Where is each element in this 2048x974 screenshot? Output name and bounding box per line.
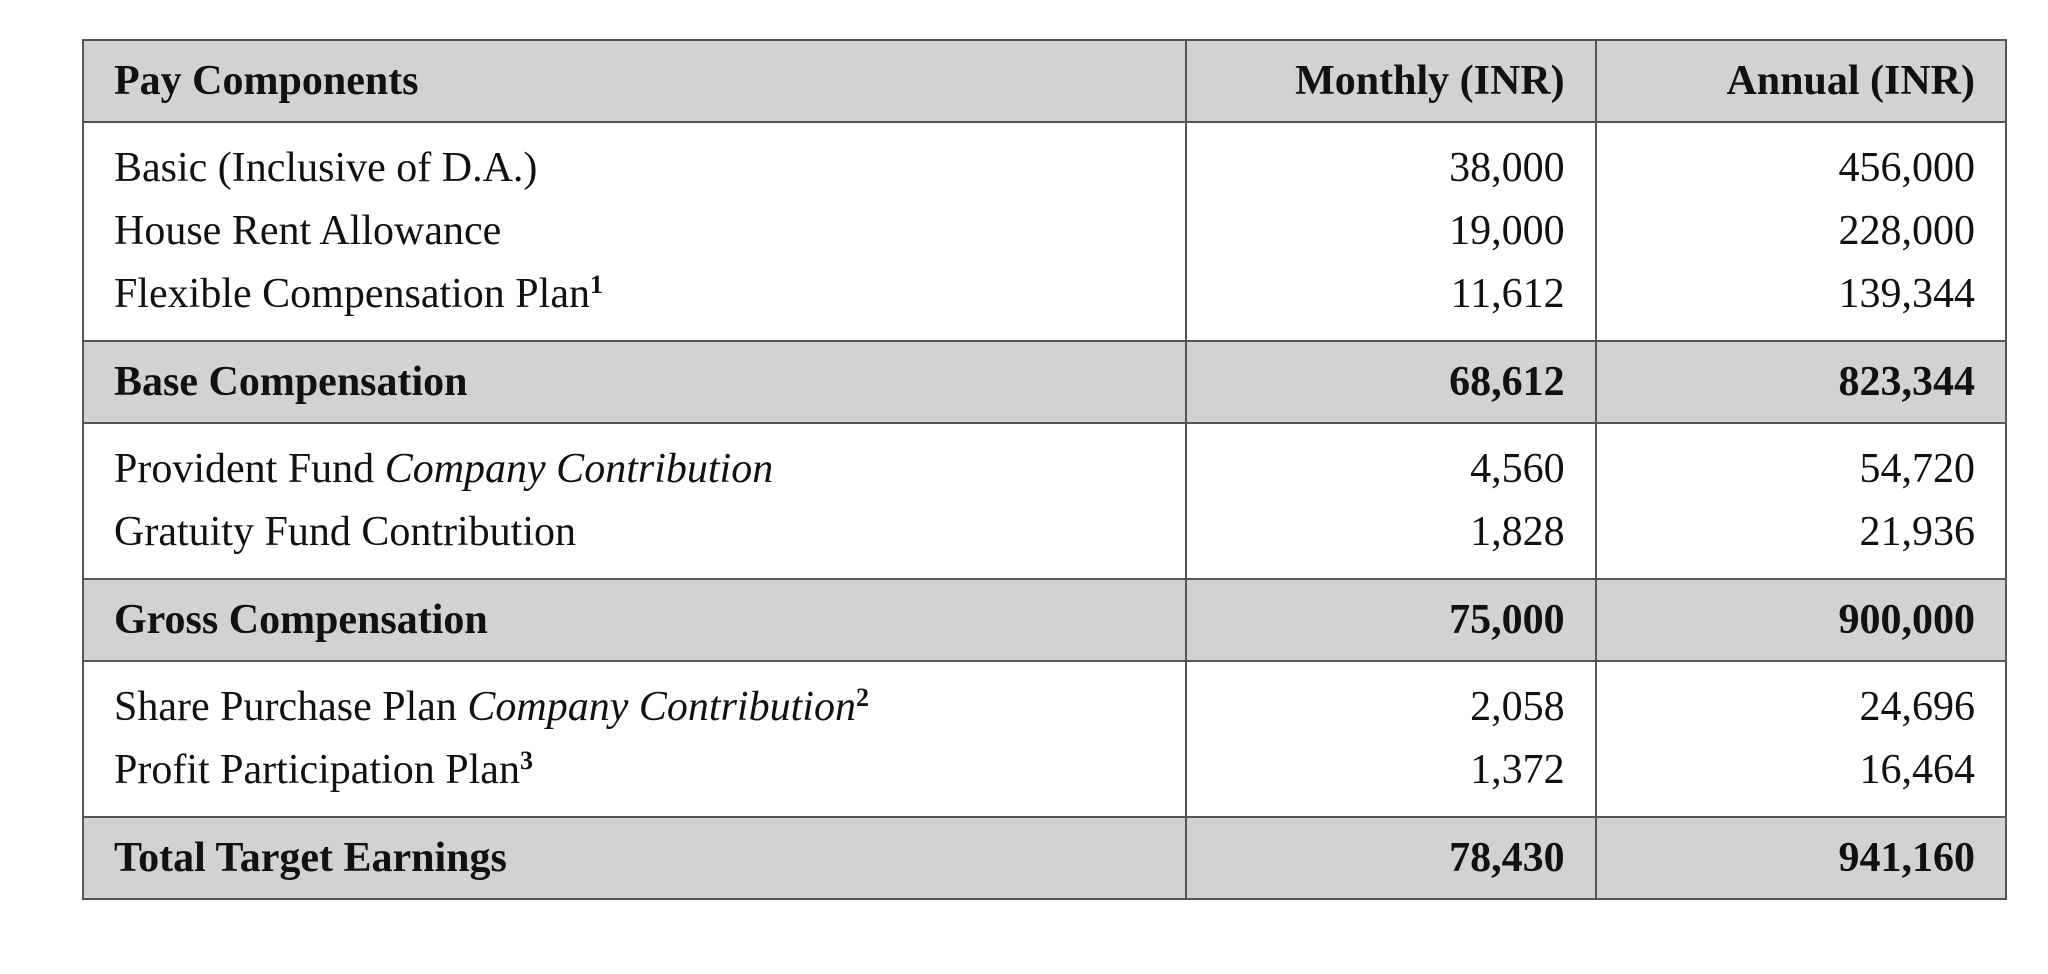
total-annual: 941,160	[1594, 816, 2008, 900]
label-text: Share Purchase Plan	[114, 684, 457, 730]
monthly-cell: 38,000 19,000 11,612	[1185, 121, 1597, 342]
total-row: Gross Compensation 75,000 900,000	[81, 578, 2008, 662]
total-annual: 823,344	[1594, 340, 2008, 424]
label-cell: Share Purchase Plan Company Contribution…	[81, 660, 1188, 818]
annual-value: 228,000	[1838, 208, 1976, 254]
total-monthly: 75,000	[1185, 578, 1597, 662]
total-monthly: 78,430	[1185, 816, 1597, 900]
header-row: Pay Components Monthly (INR) Annual (INR…	[81, 39, 2008, 123]
monthly-value: 19,000	[1449, 208, 1565, 254]
row-label: Share Purchase Plan Company Contribution…	[114, 676, 1155, 739]
monthly-value: 2,058	[1470, 684, 1565, 730]
header-cell: Monthly (INR)	[1185, 39, 1597, 123]
label-italic: Company Contribution	[384, 446, 774, 492]
label-text: Gratuity Fund Contribution	[114, 509, 576, 555]
label-text: Provident Fund	[114, 446, 375, 492]
header-cell: Pay Components	[81, 39, 1188, 123]
row-label: Gratuity Fund Contribution	[114, 501, 1155, 564]
section-row: Share Purchase Plan Company Contribution…	[81, 660, 2008, 818]
monthly-value: 38,000	[1449, 145, 1565, 191]
footnote-ref: 2	[855, 683, 869, 712]
monthly-cell: 2,058 1,372	[1185, 660, 1597, 818]
label-text: Profit Participation Plan	[114, 747, 520, 793]
label-text: Basic (Inclusive of D.A.)	[114, 145, 538, 191]
label-text: Flexible Compensation Plan	[114, 271, 590, 317]
row-label: Profit Participation Plan3	[114, 739, 1155, 802]
header-cell: Annual (INR)	[1594, 39, 2008, 123]
monthly-value: 1,828	[1470, 509, 1565, 555]
label-cell: Provident Fund Company Contribution Gratu…	[81, 422, 1188, 580]
annual-value: 139,344	[1838, 271, 1976, 317]
annual-value: 54,720	[1859, 446, 1976, 492]
label-italic: Company Contribution	[467, 684, 856, 730]
total-annual: 900,000	[1594, 578, 2008, 662]
footnote-ref: 3	[519, 746, 533, 775]
annual-cell: 24,696 16,464	[1594, 660, 2008, 818]
row-label: House Rent Allowance	[114, 200, 1155, 263]
annual-value: 21,936	[1859, 509, 1976, 555]
monthly-cell: 4,560 1,828	[1185, 422, 1597, 580]
total-label: Total Target Earnings	[81, 816, 1188, 900]
table-body: Basic (Inclusive of D.A.) House Rent Allo…	[81, 121, 2008, 900]
compensation-table: Pay Components Monthly (INR) Annual (INR…	[81, 39, 2008, 900]
label-cell: Basic (Inclusive of D.A.) House Rent Allo…	[81, 121, 1188, 342]
row-label: Basic (Inclusive of D.A.)	[114, 137, 1155, 200]
annual-value: 456,000	[1838, 145, 1976, 191]
row-label: Flexible Compensation Plan1	[114, 263, 1155, 326]
annual-cell: 456,000 228,000 139,344	[1594, 121, 2008, 342]
monthly-value: 4,560	[1470, 446, 1565, 492]
monthly-value: 1,372	[1470, 747, 1565, 793]
annual-value: 24,696	[1859, 684, 1976, 730]
total-row: Base Compensation 68,612 823,344	[81, 340, 2008, 424]
total-label: Gross Compensation	[81, 578, 1188, 662]
footnote-ref: 1	[589, 270, 603, 299]
total-label: Base Compensation	[81, 340, 1188, 424]
section-row: Provident Fund Company Contribution Gratu…	[81, 422, 2008, 580]
annual-value: 16,464	[1859, 747, 1976, 793]
table-wrapper: Pay Components Monthly (INR) Annual (INR…	[81, 39, 2008, 900]
total-monthly: 68,612	[1185, 340, 1597, 424]
total-row: Total Target Earnings 78,430 941,160	[81, 816, 2008, 900]
annual-cell: 54,720 21,936	[1594, 422, 2008, 580]
row-label: Provident Fund Company Contribution	[114, 438, 1155, 501]
label-text: House Rent Allowance	[114, 208, 502, 254]
monthly-value: 11,612	[1450, 271, 1565, 317]
section-row: Basic (Inclusive of D.A.) House Rent Allo…	[81, 121, 2008, 342]
